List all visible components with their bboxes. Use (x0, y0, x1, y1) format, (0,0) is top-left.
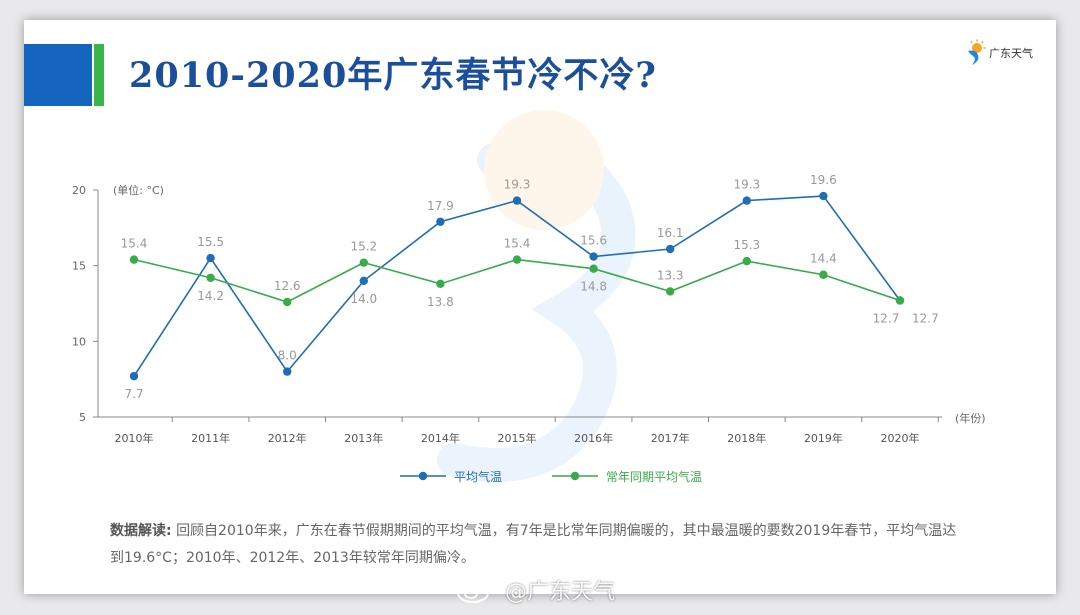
avg-temp-point (589, 252, 598, 261)
normal-temp-point (742, 256, 751, 266)
line-chart: 5 10 15 20 2010年 2011年 2012年 2013年 2014年 2015年 201… (72, 110, 986, 484)
legend-swatch-point (570, 471, 580, 481)
weibo-watermark-text: @广东天气 (505, 580, 616, 605)
x-tick-label: 2015年 (498, 431, 537, 445)
normal-temp-point (666, 287, 675, 296)
y-tick-label: 15 (72, 260, 86, 273)
normal-temp-data-label: 13.8 (427, 295, 454, 309)
x-tick-label: 2020年 (881, 431, 920, 445)
normal-temp-data-label: 15.2 (350, 240, 377, 254)
normal-temp-point (512, 255, 522, 264)
chart-legend: 平均气温 常年同期平均气温 (400, 469, 702, 484)
normal-temp-data-label: 14.8 (580, 280, 607, 294)
chart-data-labels: 7.7 15.5 8.0 14.0 17.9 19.3 15.6 16.1 19.3 19.6 12… (121, 173, 939, 401)
weibo-watermark: @广东天气 (455, 574, 615, 606)
weibo-icon (457, 581, 495, 603)
y-unit-label: (单位: °C) (113, 183, 164, 197)
y-tick-label: 20 (72, 184, 86, 197)
data-interpretation-text: 回顾自2010年来，广东在春节假期期间的平均气温，有7年是比常年同期偏暖的，其中… (110, 523, 957, 566)
avg-temp-data-label: 15.6 (580, 234, 607, 248)
guangdong-weather-logo-icon (968, 39, 986, 65)
x-tick-label: 2012年 (268, 431, 307, 445)
avg-temp-point (819, 191, 828, 201)
normal-temp-data-label: 15.3 (733, 238, 760, 252)
avg-temp-data-label: 19.6 (810, 173, 837, 187)
y-tick-label: 10 (72, 335, 86, 348)
normal-temp-point (895, 296, 905, 305)
normal-temp-point (206, 273, 215, 282)
normal-temp-data-label: 14.2 (197, 289, 224, 303)
avg-temp-data-label: 7.7 (124, 387, 143, 401)
page-title: 2010-2020年广东春节冷不冷? (129, 55, 657, 96)
avg-temp-data-label: 15.5 (197, 235, 224, 249)
legend-swatch-point (418, 471, 428, 481)
avg-temp-data-label: 16.1 (657, 226, 684, 240)
avg-temp-point (666, 244, 675, 254)
normal-temp-point (589, 264, 598, 273)
x-tick-label: 2019年 (804, 431, 843, 445)
avg-temp-point (129, 371, 139, 381)
chart-axes: 5 10 15 20 2010年 2011年 2012年 2013年 2014年 2015年 201… (72, 183, 986, 445)
brand-logo-text: 广东天气 (989, 47, 1033, 60)
x-tick-label: 2018年 (727, 431, 766, 445)
x-tick-label: 2014年 (421, 431, 460, 445)
normal-temp-point (436, 279, 445, 289)
avg-temp-point (359, 276, 368, 285)
x-tick-label: 2010年 (115, 431, 154, 445)
legend-entry-label: 平均气温 (454, 469, 502, 484)
slide-card: 2010-2020年广东春节冷不冷? 广东天气 5 10 15 20 2010年 2011… (24, 20, 1056, 594)
avg-temp-data-label: 19.3 (733, 178, 760, 192)
normal-temp-point (359, 258, 368, 267)
legend-entry-label: 常年同期平均气温 (606, 469, 702, 484)
normal-temp-data-label: 15.4 (121, 237, 148, 251)
avg-temp-point (206, 253, 215, 263)
x-tick-label: 2011年 (191, 431, 230, 445)
avg-temp-point (283, 367, 292, 376)
title-accent-green (94, 44, 104, 106)
x-tick-label: 2017年 (651, 431, 690, 445)
data-interpretation-label: 数据解读: (110, 523, 172, 539)
avg-temp-data-label: 8.0 (278, 349, 297, 363)
y-tick-label: 5 (79, 411, 86, 424)
avg-temp-data-label: 17.9 (427, 199, 454, 213)
data-interpretation: 数据解读: 回顾自2010年来，广东在春节假期期间的平均气温，有7年是比常年同期… (110, 518, 960, 572)
normal-temp-line (133, 258, 901, 303)
x-tick-label: 2016年 (574, 431, 613, 445)
normal-temp-data-label: 12.6 (274, 279, 301, 293)
avg-temp-data-label: 14.0 (350, 292, 377, 306)
brand-logo: 广东天气 (964, 36, 1033, 70)
avg-temp-point (512, 196, 522, 205)
avg-temp-point (436, 217, 445, 226)
avg-temp-point (742, 196, 751, 205)
chart-series (129, 191, 905, 381)
normal-temp-point (819, 270, 828, 279)
normal-temp-data-label: 12.7 (912, 311, 939, 325)
normal-temp-data-label: 13.3 (657, 268, 684, 282)
x-tick-label: 2013年 (344, 431, 383, 445)
normal-temp-point (129, 255, 139, 264)
normal-temp-data-label: 14.4 (810, 252, 837, 266)
avg-temp-data-label: 19.3 (504, 178, 531, 192)
normal-temp-point (283, 297, 292, 307)
normal-temp-data-label: 15.4 (504, 237, 531, 251)
avg-temp-data-label: 12.7 (873, 311, 900, 325)
title-accent-blue (24, 44, 92, 106)
x-axis-label: (年份) (955, 411, 986, 425)
